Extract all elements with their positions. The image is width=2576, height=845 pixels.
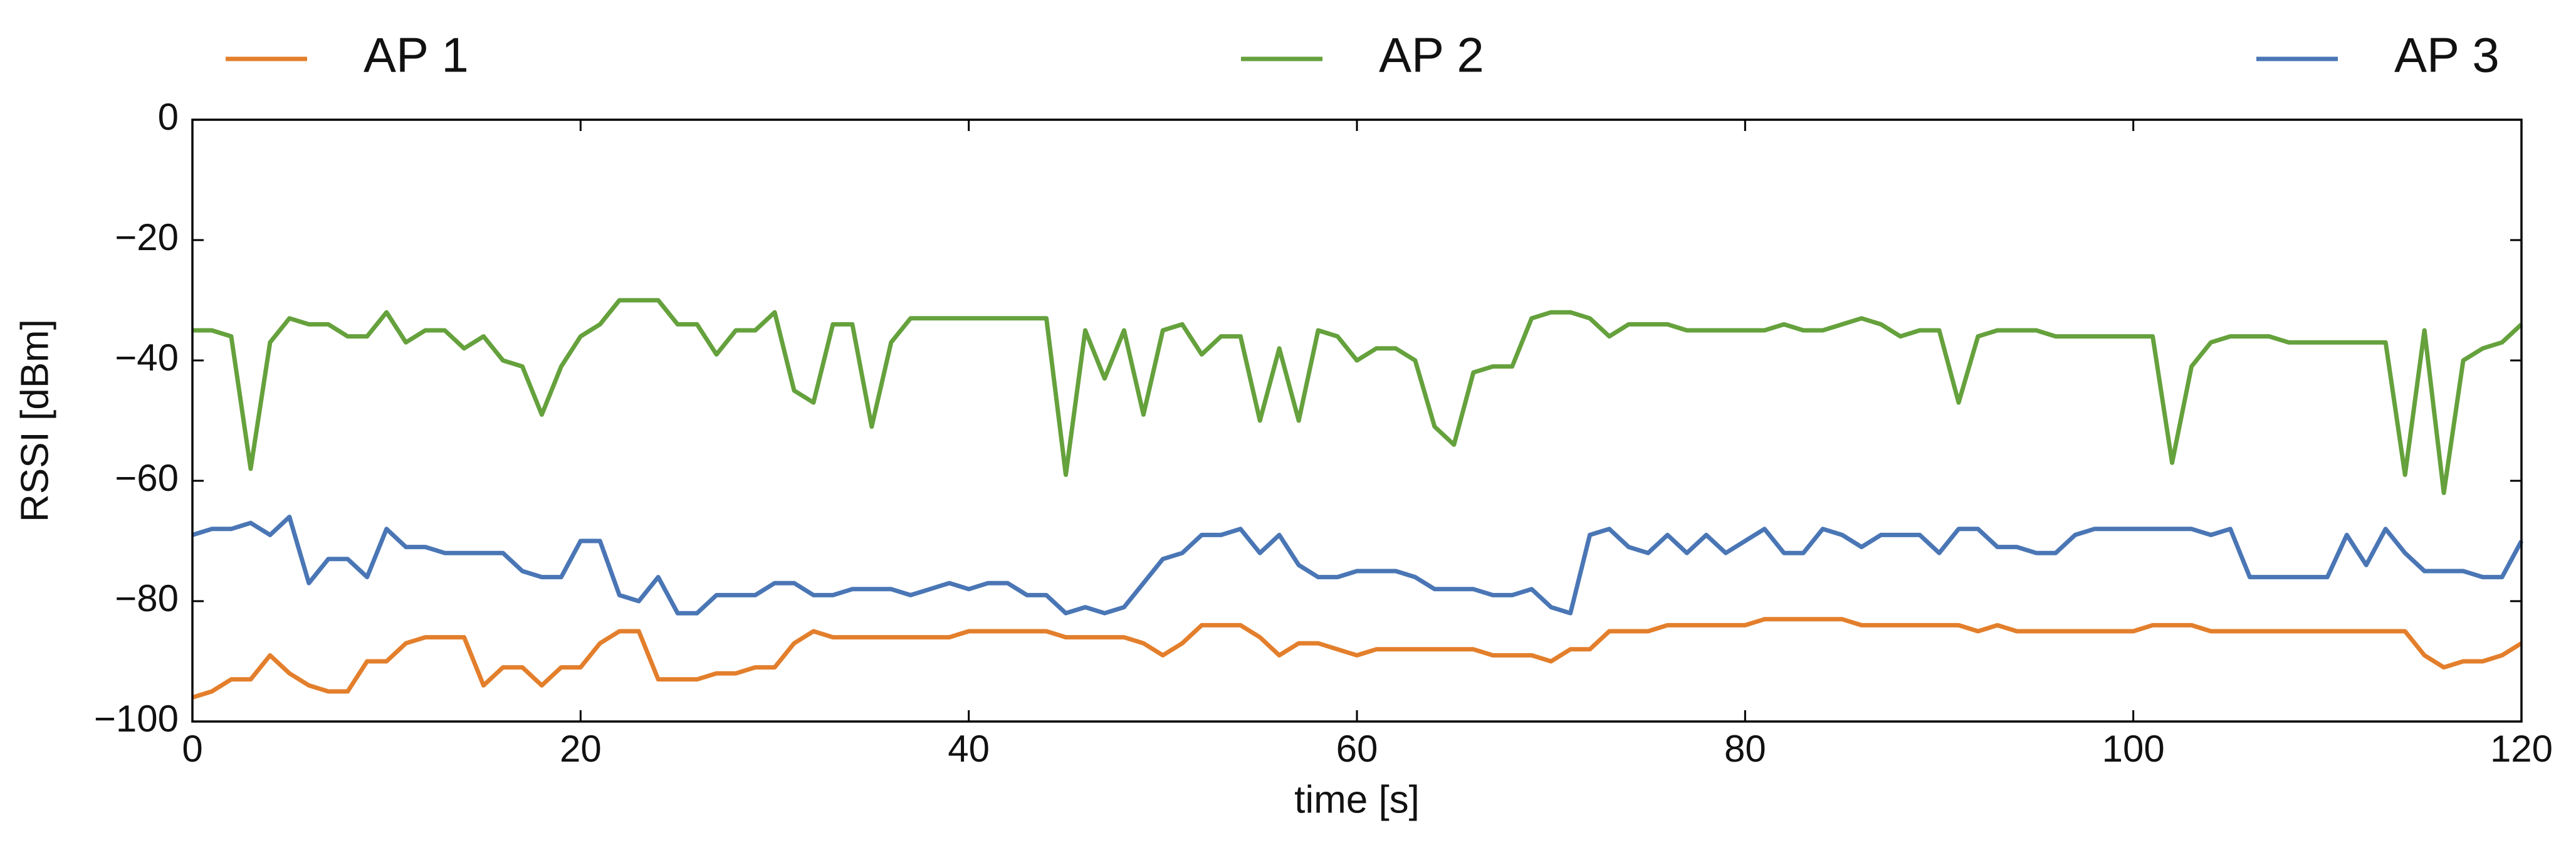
x-tick-label: 100 [2102, 728, 2165, 770]
y-tick-label: −100 [94, 698, 179, 740]
y-tick-label: −60 [115, 457, 179, 499]
x-tick-label: 80 [1724, 728, 1766, 770]
x-tick-label: 60 [1336, 728, 1378, 770]
y-tick-label: −20 [115, 216, 179, 258]
x-tick-label: 0 [182, 728, 202, 770]
y-tick-label: 0 [158, 96, 179, 138]
data-line [191, 617, 2523, 700]
legend-label: AP 1 [364, 28, 469, 83]
x-tick-label: 40 [948, 728, 990, 770]
y-tick-label: −40 [115, 337, 179, 379]
data-line [192, 298, 2523, 495]
legend-label: AP 3 [2394, 28, 2500, 83]
y-tick-label: −80 [115, 577, 179, 619]
legend-label: AP 2 [1379, 28, 1484, 83]
plot-frame [191, 118, 2523, 723]
x-axis-label: time [s] [1294, 778, 1420, 821]
x-tick-label: 120 [2490, 728, 2553, 770]
data-line [191, 515, 2524, 616]
y-axis-label: RSSI [dBm] [13, 319, 56, 522]
x-tick-label: 20 [560, 728, 602, 770]
